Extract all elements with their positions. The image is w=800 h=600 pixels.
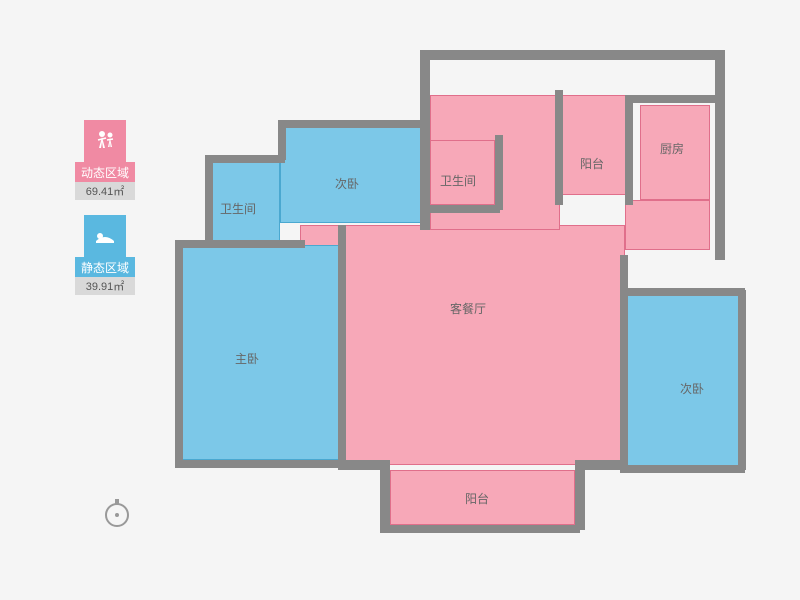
wall-10 bbox=[205, 155, 213, 245]
wall-12 bbox=[175, 240, 183, 465]
compass-icon bbox=[100, 495, 134, 534]
wall-16 bbox=[380, 460, 390, 530]
wall-21 bbox=[620, 465, 745, 473]
legend-static-label: 静态区域 bbox=[75, 257, 135, 277]
sleep-icon bbox=[84, 215, 126, 257]
wall-4 bbox=[555, 90, 563, 205]
room-厨房走道 bbox=[625, 200, 710, 250]
wall-0 bbox=[420, 50, 720, 60]
room-label-阳台下: 阳台 bbox=[465, 490, 489, 507]
wall-22 bbox=[738, 290, 746, 470]
wall-24 bbox=[495, 135, 503, 210]
people-icon bbox=[84, 120, 126, 162]
wall-1 bbox=[715, 50, 725, 260]
wall-17 bbox=[380, 525, 580, 533]
room-客餐厅 bbox=[300, 225, 625, 465]
room-阳台 bbox=[560, 95, 630, 195]
wall-13 bbox=[175, 460, 345, 468]
wall-19 bbox=[575, 460, 625, 470]
room-label-卫生间2: 卫生间 bbox=[220, 200, 256, 217]
legend-static: 静态区域 39.91㎡ bbox=[75, 215, 135, 295]
wall-14 bbox=[338, 225, 346, 465]
wall-18 bbox=[575, 460, 585, 530]
wall-2 bbox=[625, 95, 715, 103]
legend-dynamic-value: 69.41㎡ bbox=[75, 182, 135, 200]
wall-25 bbox=[425, 205, 500, 213]
room-label-次卧: 次卧 bbox=[335, 175, 359, 192]
room-主卧 bbox=[180, 245, 340, 460]
room-label-阳台: 阳台 bbox=[580, 155, 604, 172]
wall-9 bbox=[205, 155, 285, 163]
room-label-主卧: 主卧 bbox=[235, 350, 259, 367]
legend-dynamic-label: 动态区域 bbox=[75, 162, 135, 182]
room-label-卫生间: 卫生间 bbox=[440, 172, 476, 189]
wall-5 bbox=[420, 50, 430, 130]
legend-static-value: 39.91㎡ bbox=[75, 277, 135, 295]
room-label-厨房: 厨房 bbox=[660, 140, 684, 157]
room-次卧 bbox=[280, 125, 428, 223]
wall-8 bbox=[278, 120, 286, 160]
room-label-次卧右: 次卧 bbox=[680, 380, 704, 397]
wall-7 bbox=[278, 120, 428, 128]
wall-11 bbox=[175, 240, 305, 248]
wall-3 bbox=[625, 95, 633, 205]
room-label-客餐厅: 客餐厅 bbox=[450, 300, 486, 317]
wall-6 bbox=[420, 125, 430, 230]
legend-dynamic: 动态区域 69.41㎡ bbox=[75, 120, 135, 200]
wall-23 bbox=[620, 288, 745, 296]
